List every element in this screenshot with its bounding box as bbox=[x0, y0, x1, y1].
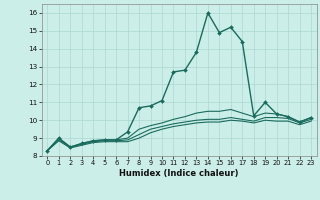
X-axis label: Humidex (Indice chaleur): Humidex (Indice chaleur) bbox=[119, 169, 239, 178]
